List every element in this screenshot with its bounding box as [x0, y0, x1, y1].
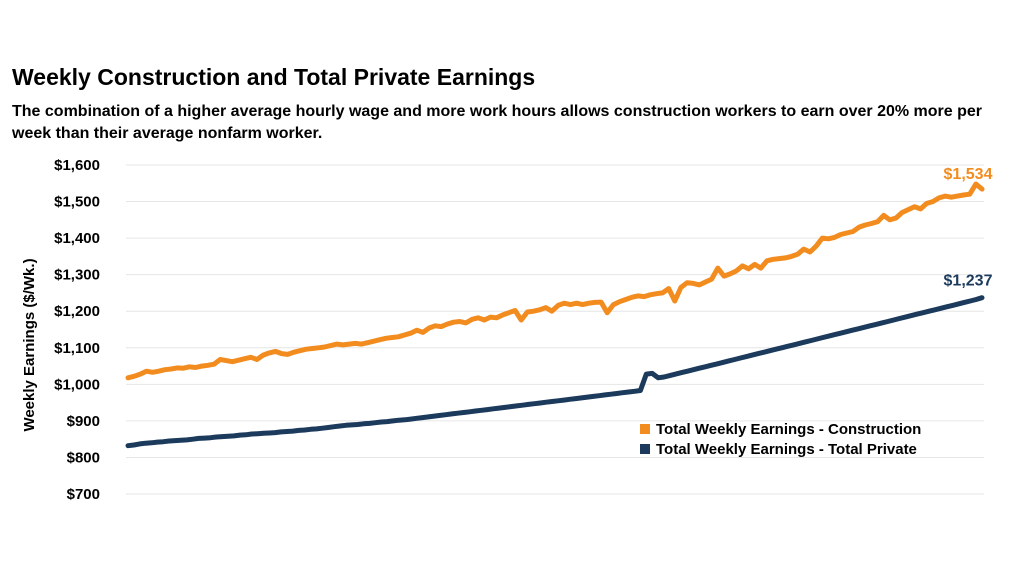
y-axis-label: Weekly Earnings ($/Wk.)	[21, 258, 38, 431]
legend-swatch-private	[640, 444, 650, 454]
legend-swatch-construction	[640, 424, 650, 434]
y-axis-ticks: $700 $800 $900 $1,000 $1,100 $1,200 $1,300 $1,4…	[54, 157, 100, 503]
y-tick-label: $1,200	[54, 303, 100, 320]
y-tick-label: $900	[67, 413, 100, 430]
y-tick-label: $1,000	[54, 376, 100, 393]
gridlines	[126, 164, 984, 495]
y-tick-label: $1,600	[54, 157, 100, 174]
y-tick-label: $1,100	[54, 340, 100, 357]
chart-subtitle: The combination of a higher average hour…	[12, 103, 983, 142]
y-tick-label: $1,300	[54, 267, 100, 284]
construction-series-line	[125, 181, 985, 381]
legend: Total Weekly Earnings - Construction Tot…	[640, 421, 921, 458]
y-tick-label: $1,500	[54, 194, 100, 211]
series-lines	[125, 181, 985, 449]
y-tick-label: $700	[67, 486, 100, 503]
chart-title: Weekly Construction and Total Private Ea…	[12, 64, 536, 90]
y-tick-label: $800	[67, 449, 100, 466]
private-series-line	[125, 295, 985, 449]
construction-end-label: $1,534	[944, 166, 993, 183]
legend-label-private: Total Weekly Earnings - Total Private	[656, 441, 917, 458]
legend-label-construction: Total Weekly Earnings - Construction	[656, 421, 921, 438]
private-end-label: $1,237	[944, 273, 993, 290]
y-tick-label: $1,400	[54, 230, 100, 247]
